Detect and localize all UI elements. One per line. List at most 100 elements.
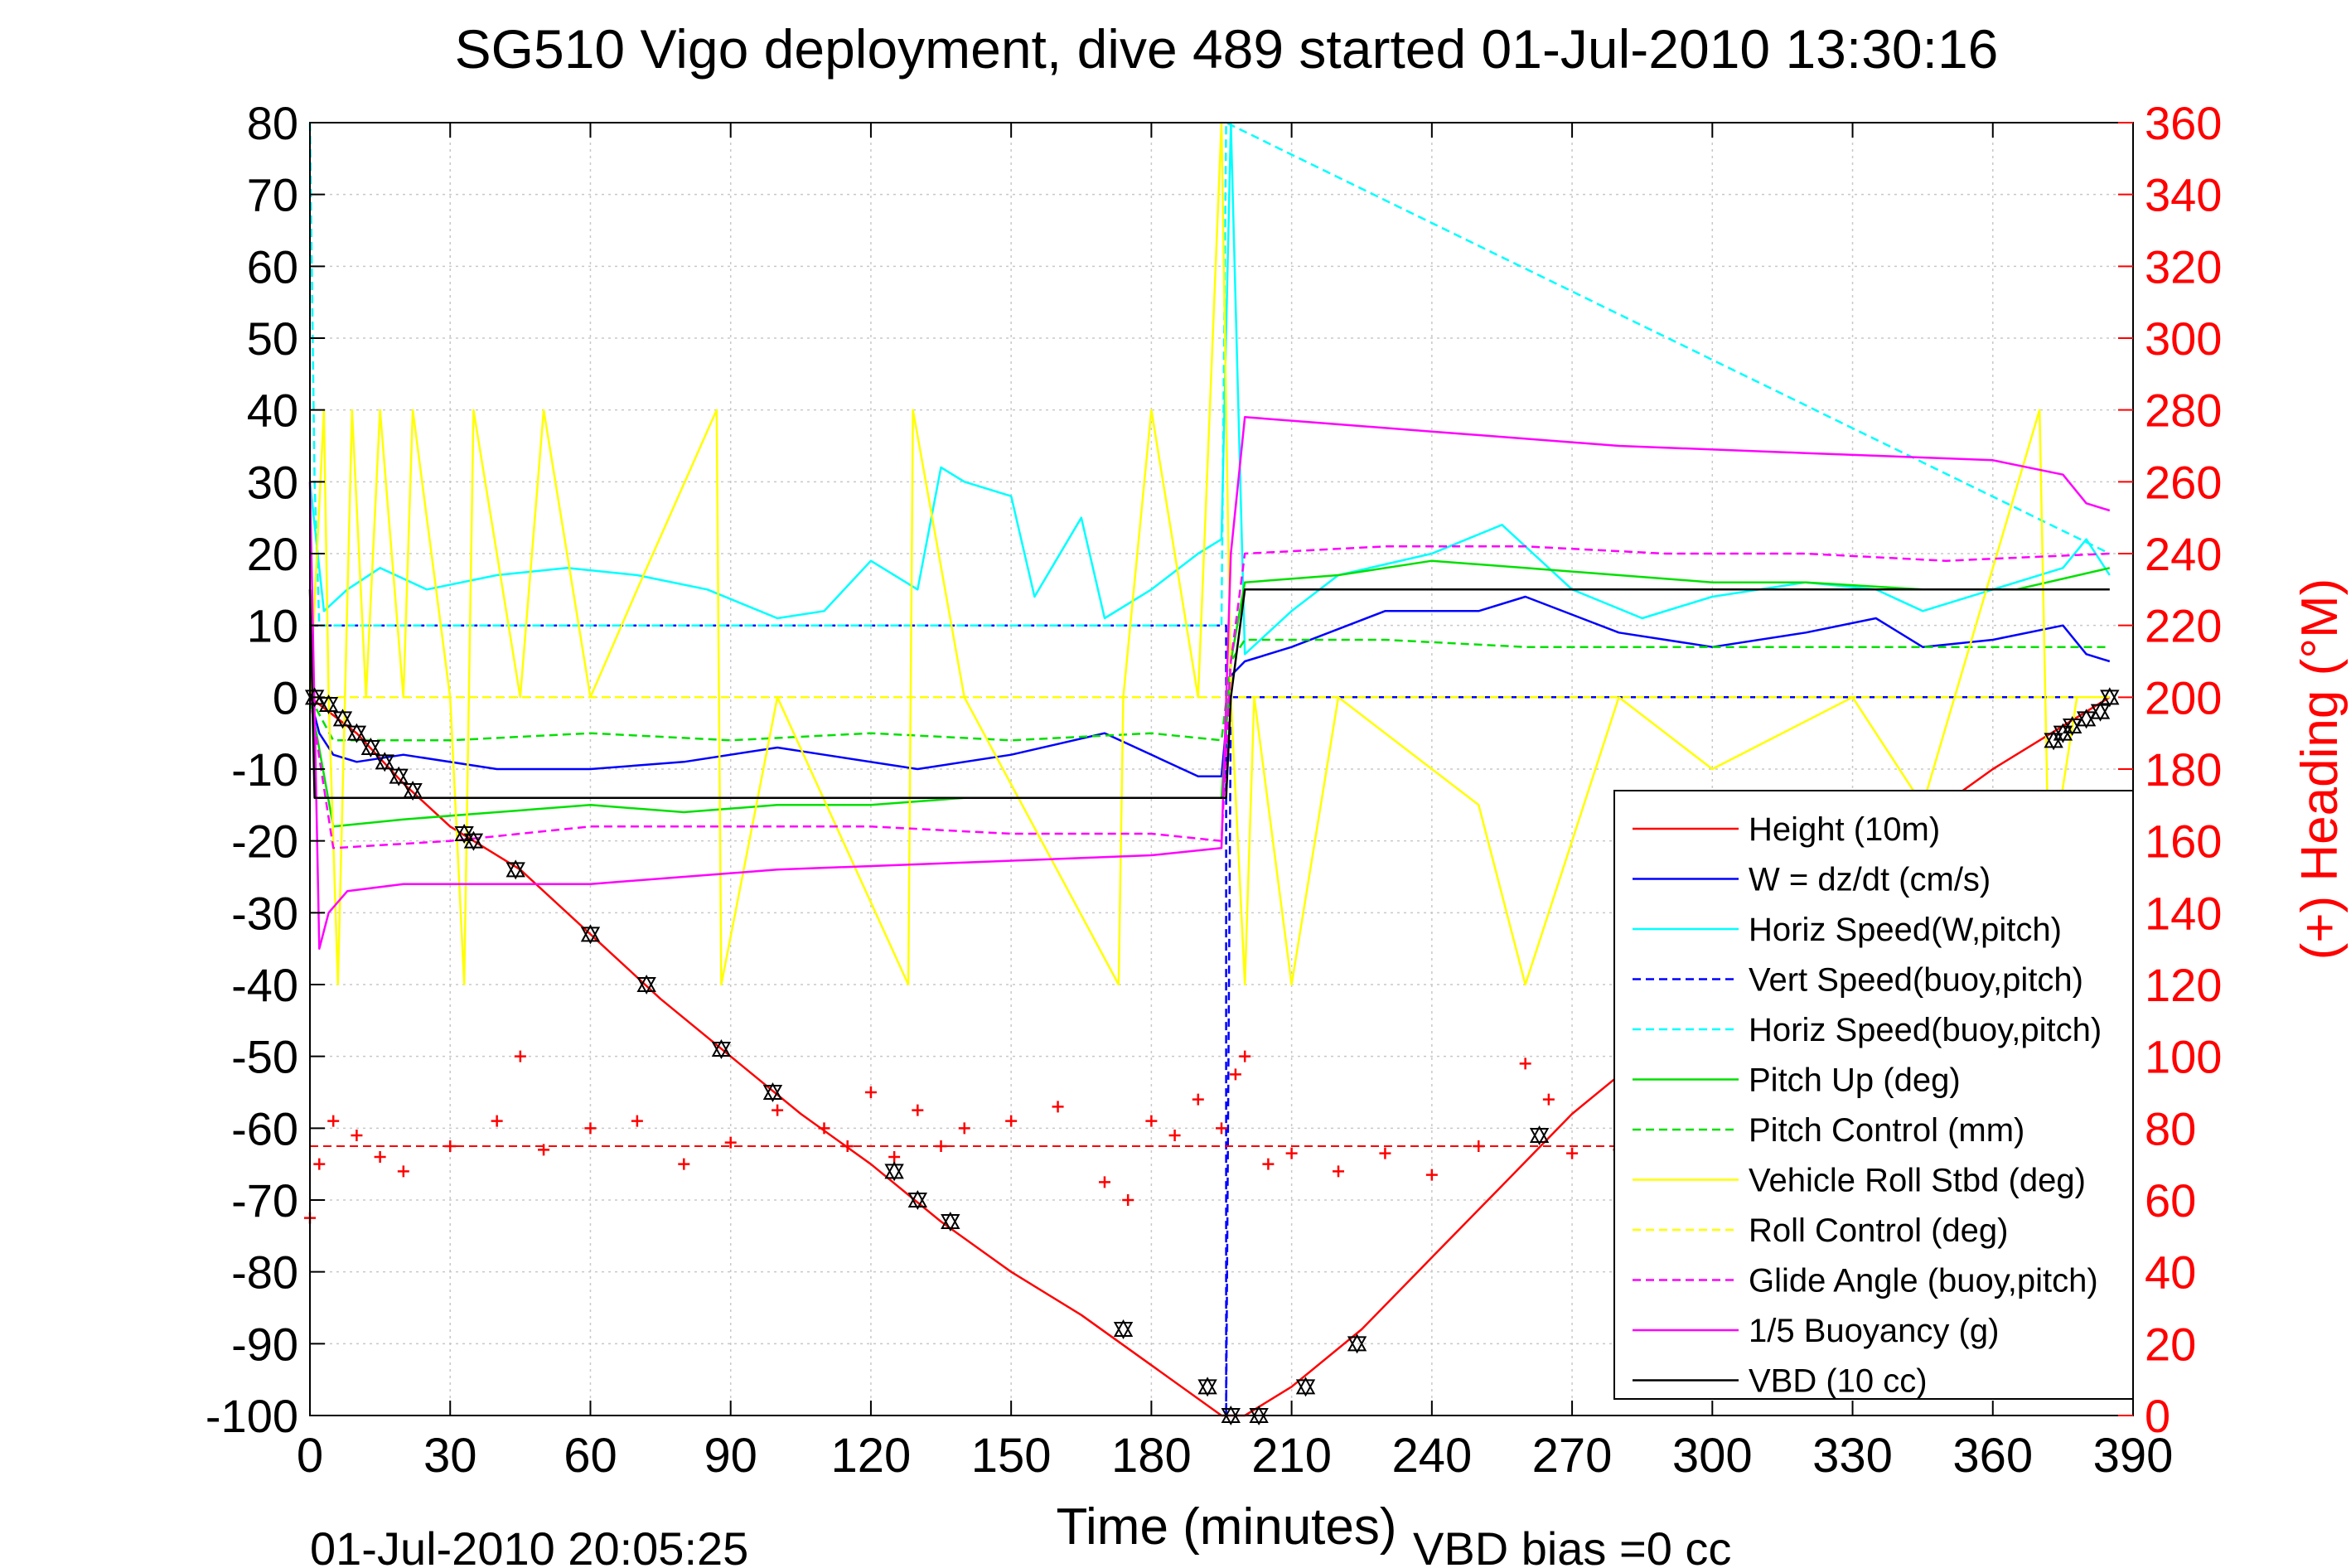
heading-point <box>374 1151 386 1163</box>
y2-tick-label: 60 <box>2145 1174 2196 1227</box>
heading-point <box>1566 1147 1579 1159</box>
x-tick-label: 90 <box>704 1429 757 1483</box>
y-tick-label: 10 <box>247 600 298 652</box>
legend-label-0: Height (10m) <box>1749 811 1940 848</box>
footer-date: 01-Jul-2010 20:05:25 <box>310 1522 748 1568</box>
chart-title: SG510 Vigo deployment, dive 489 started … <box>455 18 1999 80</box>
heading-point <box>1005 1115 1018 1127</box>
y2-tick-label: 220 <box>2145 600 2222 652</box>
depth-marker <box>360 737 381 758</box>
legend-label-7: Vehicle Roll Stbd (deg) <box>1749 1163 2086 1199</box>
x-tick-label: 360 <box>1952 1429 2033 1483</box>
depth-marker <box>762 1082 783 1103</box>
heading-point <box>888 1151 901 1163</box>
depth-marker <box>2076 709 2097 729</box>
depth-marker <box>941 1211 960 1232</box>
y2-tick-label: 360 <box>2145 97 2222 149</box>
legend-label-3: Vert Speed(buoy,pitch) <box>1749 962 2083 999</box>
y-tick-label: -50 <box>231 1031 298 1083</box>
y2-axis-label: (+) Heading (°M) <box>2291 578 2349 961</box>
y2-tick-label: 300 <box>2145 312 2222 365</box>
series-line-10 <box>308 416 2111 950</box>
series-line-7 <box>308 121 2110 986</box>
depth-marker <box>1295 1377 1316 1397</box>
heading-point <box>491 1115 503 1127</box>
legend-label-5: Pitch Up (deg) <box>1749 1062 1961 1099</box>
heading-point <box>1192 1093 1204 1106</box>
depth-marker <box>884 1161 904 1182</box>
heading-point <box>1168 1130 1181 1141</box>
x-tick-label: 60 <box>564 1429 617 1483</box>
y-tick-label: -10 <box>231 743 298 796</box>
heading-point <box>1262 1158 1275 1170</box>
y-tick-label: 80 <box>247 97 298 149</box>
y2-tick-label: 340 <box>2145 169 2222 221</box>
y2-axis-ticks: 3603403203002802602402202001801601401201… <box>2118 97 2222 1442</box>
x-axis-ticks: 0 30 60 90 120 150 180 210 240 270 300 330 360 390 <box>297 123 2173 1483</box>
depth-marker <box>506 859 525 880</box>
y-tick-label: 0 <box>273 671 298 724</box>
heading-point <box>1122 1194 1134 1206</box>
y-tick-label: -80 <box>231 1246 298 1299</box>
heading-point <box>1216 1122 1227 1135</box>
heading-point <box>1542 1093 1555 1106</box>
x-tick-label: 270 <box>1532 1429 1613 1483</box>
legend-label-9: Glide Angle (buoy,pitch) <box>1749 1263 2098 1299</box>
heading-point <box>1229 1068 1241 1081</box>
footer-note: VBD bias =0 cc <box>1413 1522 1731 1568</box>
y-axis-ticks: 80 70 60 50 40 30 20 10 0 -10 -20 -30 -40 -50 -60 -70 -8… <box>206 97 325 1442</box>
heading-point <box>864 1086 877 1098</box>
heading-point <box>584 1122 597 1135</box>
heading-point <box>538 1144 550 1156</box>
heading-point <box>1145 1115 1158 1127</box>
legend-label-6: Pitch Control (mm) <box>1749 1112 2024 1149</box>
y-tick-label: -30 <box>231 887 298 939</box>
y2-tick-label: 180 <box>2145 743 2222 796</box>
x-axis-label: Time (minutes) <box>1056 1498 1396 1556</box>
x-tick-label: 30 <box>423 1429 477 1483</box>
heading-point <box>958 1122 970 1135</box>
y2-tick-label: 20 <box>2145 1318 2196 1370</box>
y-tick-label: -20 <box>231 815 298 868</box>
heading-point <box>444 1140 457 1152</box>
depth-marker <box>375 752 394 772</box>
marker-layer <box>304 687 2120 1426</box>
y-tick-label: 20 <box>247 528 298 580</box>
legend-label-10: 1/5 Buoyancy (g) <box>1749 1313 1999 1349</box>
depth-marker <box>403 780 423 801</box>
heading-point <box>313 1158 326 1170</box>
heading-point <box>1052 1101 1064 1113</box>
y2-tick-label: 100 <box>2145 1031 2222 1083</box>
y-tick-label: -60 <box>231 1102 298 1154</box>
depth-marker <box>1347 1333 1367 1354</box>
y2-tick-label: 40 <box>2145 1246 2196 1299</box>
y2-tick-label: 240 <box>2145 528 2222 580</box>
y-tick-label: -70 <box>231 1174 298 1227</box>
x-tick-label: 210 <box>1251 1429 1332 1483</box>
series-line-6 <box>308 638 2110 742</box>
legend: Height (10m) W = dz/dt (cm/s) Horiz Speed(… <box>1613 790 2134 1400</box>
y2-tick-label: 260 <box>2145 456 2222 508</box>
x-tick-label: 180 <box>1111 1429 1192 1483</box>
heading-point <box>1519 1057 1531 1070</box>
depth-marker <box>332 709 353 729</box>
depth-marker <box>318 694 339 715</box>
y2-tick-label: 120 <box>2145 959 2222 1011</box>
heading-point <box>724 1136 737 1149</box>
series-line-4 <box>308 121 2111 627</box>
y-tick-label: 30 <box>247 456 298 508</box>
depth-marker <box>636 974 656 995</box>
heading-point <box>351 1130 363 1141</box>
y2-tick-label: 200 <box>2145 671 2222 724</box>
y2-tick-label: 160 <box>2145 815 2222 868</box>
y2-tick-label: 140 <box>2145 887 2222 939</box>
depth-marker <box>2100 687 2120 708</box>
legend-label-11: VBD (10 cc) <box>1749 1363 1928 1400</box>
depth-marker <box>1113 1319 1134 1340</box>
heading-point <box>1098 1176 1110 1188</box>
y-tick-label: -40 <box>231 959 298 1011</box>
series-line-2 <box>308 121 2111 656</box>
heading-point <box>1379 1147 1391 1159</box>
depth-marker <box>711 1038 732 1060</box>
